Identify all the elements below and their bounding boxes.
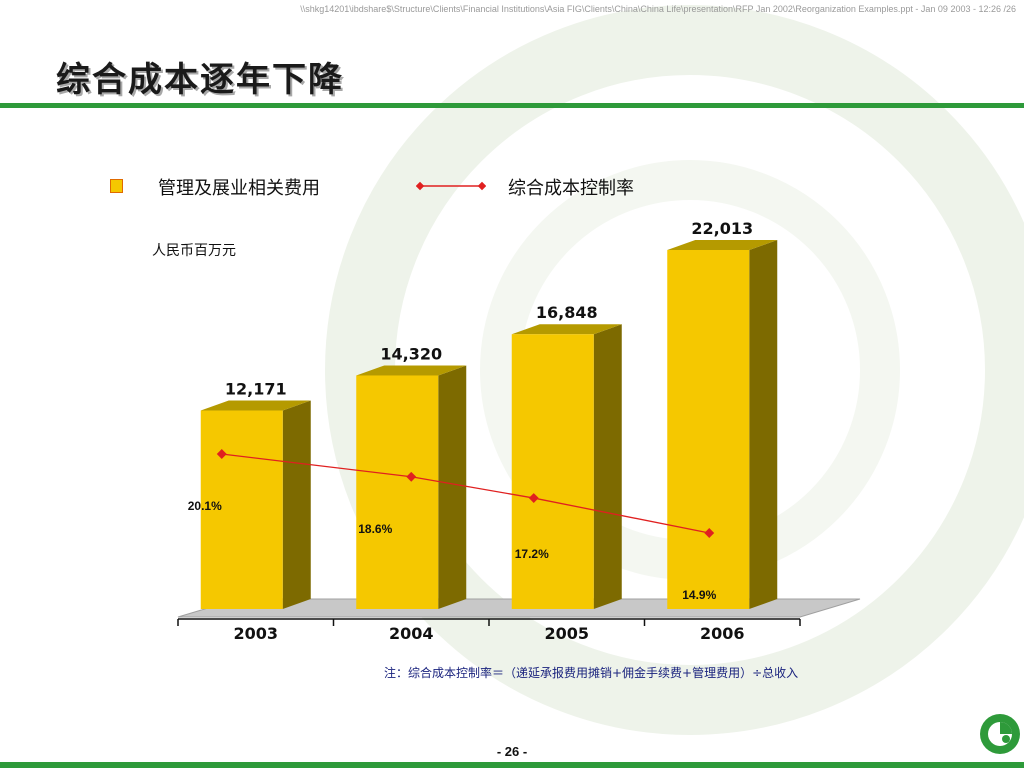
bar-value-label: 14,320: [380, 344, 442, 363]
legend-label-line-series: 综合成本控制率: [508, 178, 634, 199]
page-title: 综合成本逐年下降: [56, 60, 344, 100]
bar-side: [593, 324, 622, 609]
file-path-header: \\shkg14201\ibdshare$\Structure\Clients\…: [300, 4, 1016, 14]
bar-top: [356, 365, 467, 376]
bar: [356, 375, 439, 609]
x-tick-label: 2005: [544, 624, 589, 643]
x-tick-label: 2006: [700, 624, 745, 643]
bar: [667, 250, 750, 609]
bar-side: [282, 400, 311, 609]
title-divider: [0, 103, 1024, 108]
line-point: [216, 449, 227, 459]
legend-label-bar-series: 管理及展业相关费用: [158, 178, 320, 199]
legend-line-swatch: [416, 181, 486, 191]
line-value-label: 20.1%: [188, 499, 222, 513]
bar-top: [511, 324, 622, 335]
line-value-label: 17.2%: [515, 547, 549, 561]
bar-side: [749, 240, 778, 609]
line-point: [528, 493, 539, 504]
page-number: - 26 -: [496, 744, 528, 759]
bar-top: [200, 400, 311, 411]
bar-side: [438, 365, 467, 609]
line-series: [221, 453, 710, 534]
bar-value-label: 22,013: [691, 219, 753, 238]
bar-value-label: 16,848: [536, 303, 598, 322]
footnote: 注：综合成本控制率＝（递延承报费用摊销+佣金手续费+管理费用）÷总收入: [384, 666, 799, 680]
bar: [200, 410, 283, 609]
bar-value-label: 12,171: [225, 380, 287, 399]
company-logo: [980, 714, 1020, 754]
bar-top: [667, 240, 778, 250]
bar: [511, 334, 594, 609]
line-point: [406, 471, 417, 482]
x-tick-label: 2004: [389, 624, 434, 643]
line-value-label: 18.6%: [358, 522, 392, 536]
line-value-label: 14.9%: [682, 588, 716, 602]
legend-bar-swatch: [110, 179, 123, 193]
x-tick-label: 2003: [233, 624, 278, 643]
line-point: [704, 528, 715, 538]
bottom-divider: [0, 762, 1024, 768]
unit-label: 人民币百万元: [152, 243, 236, 259]
